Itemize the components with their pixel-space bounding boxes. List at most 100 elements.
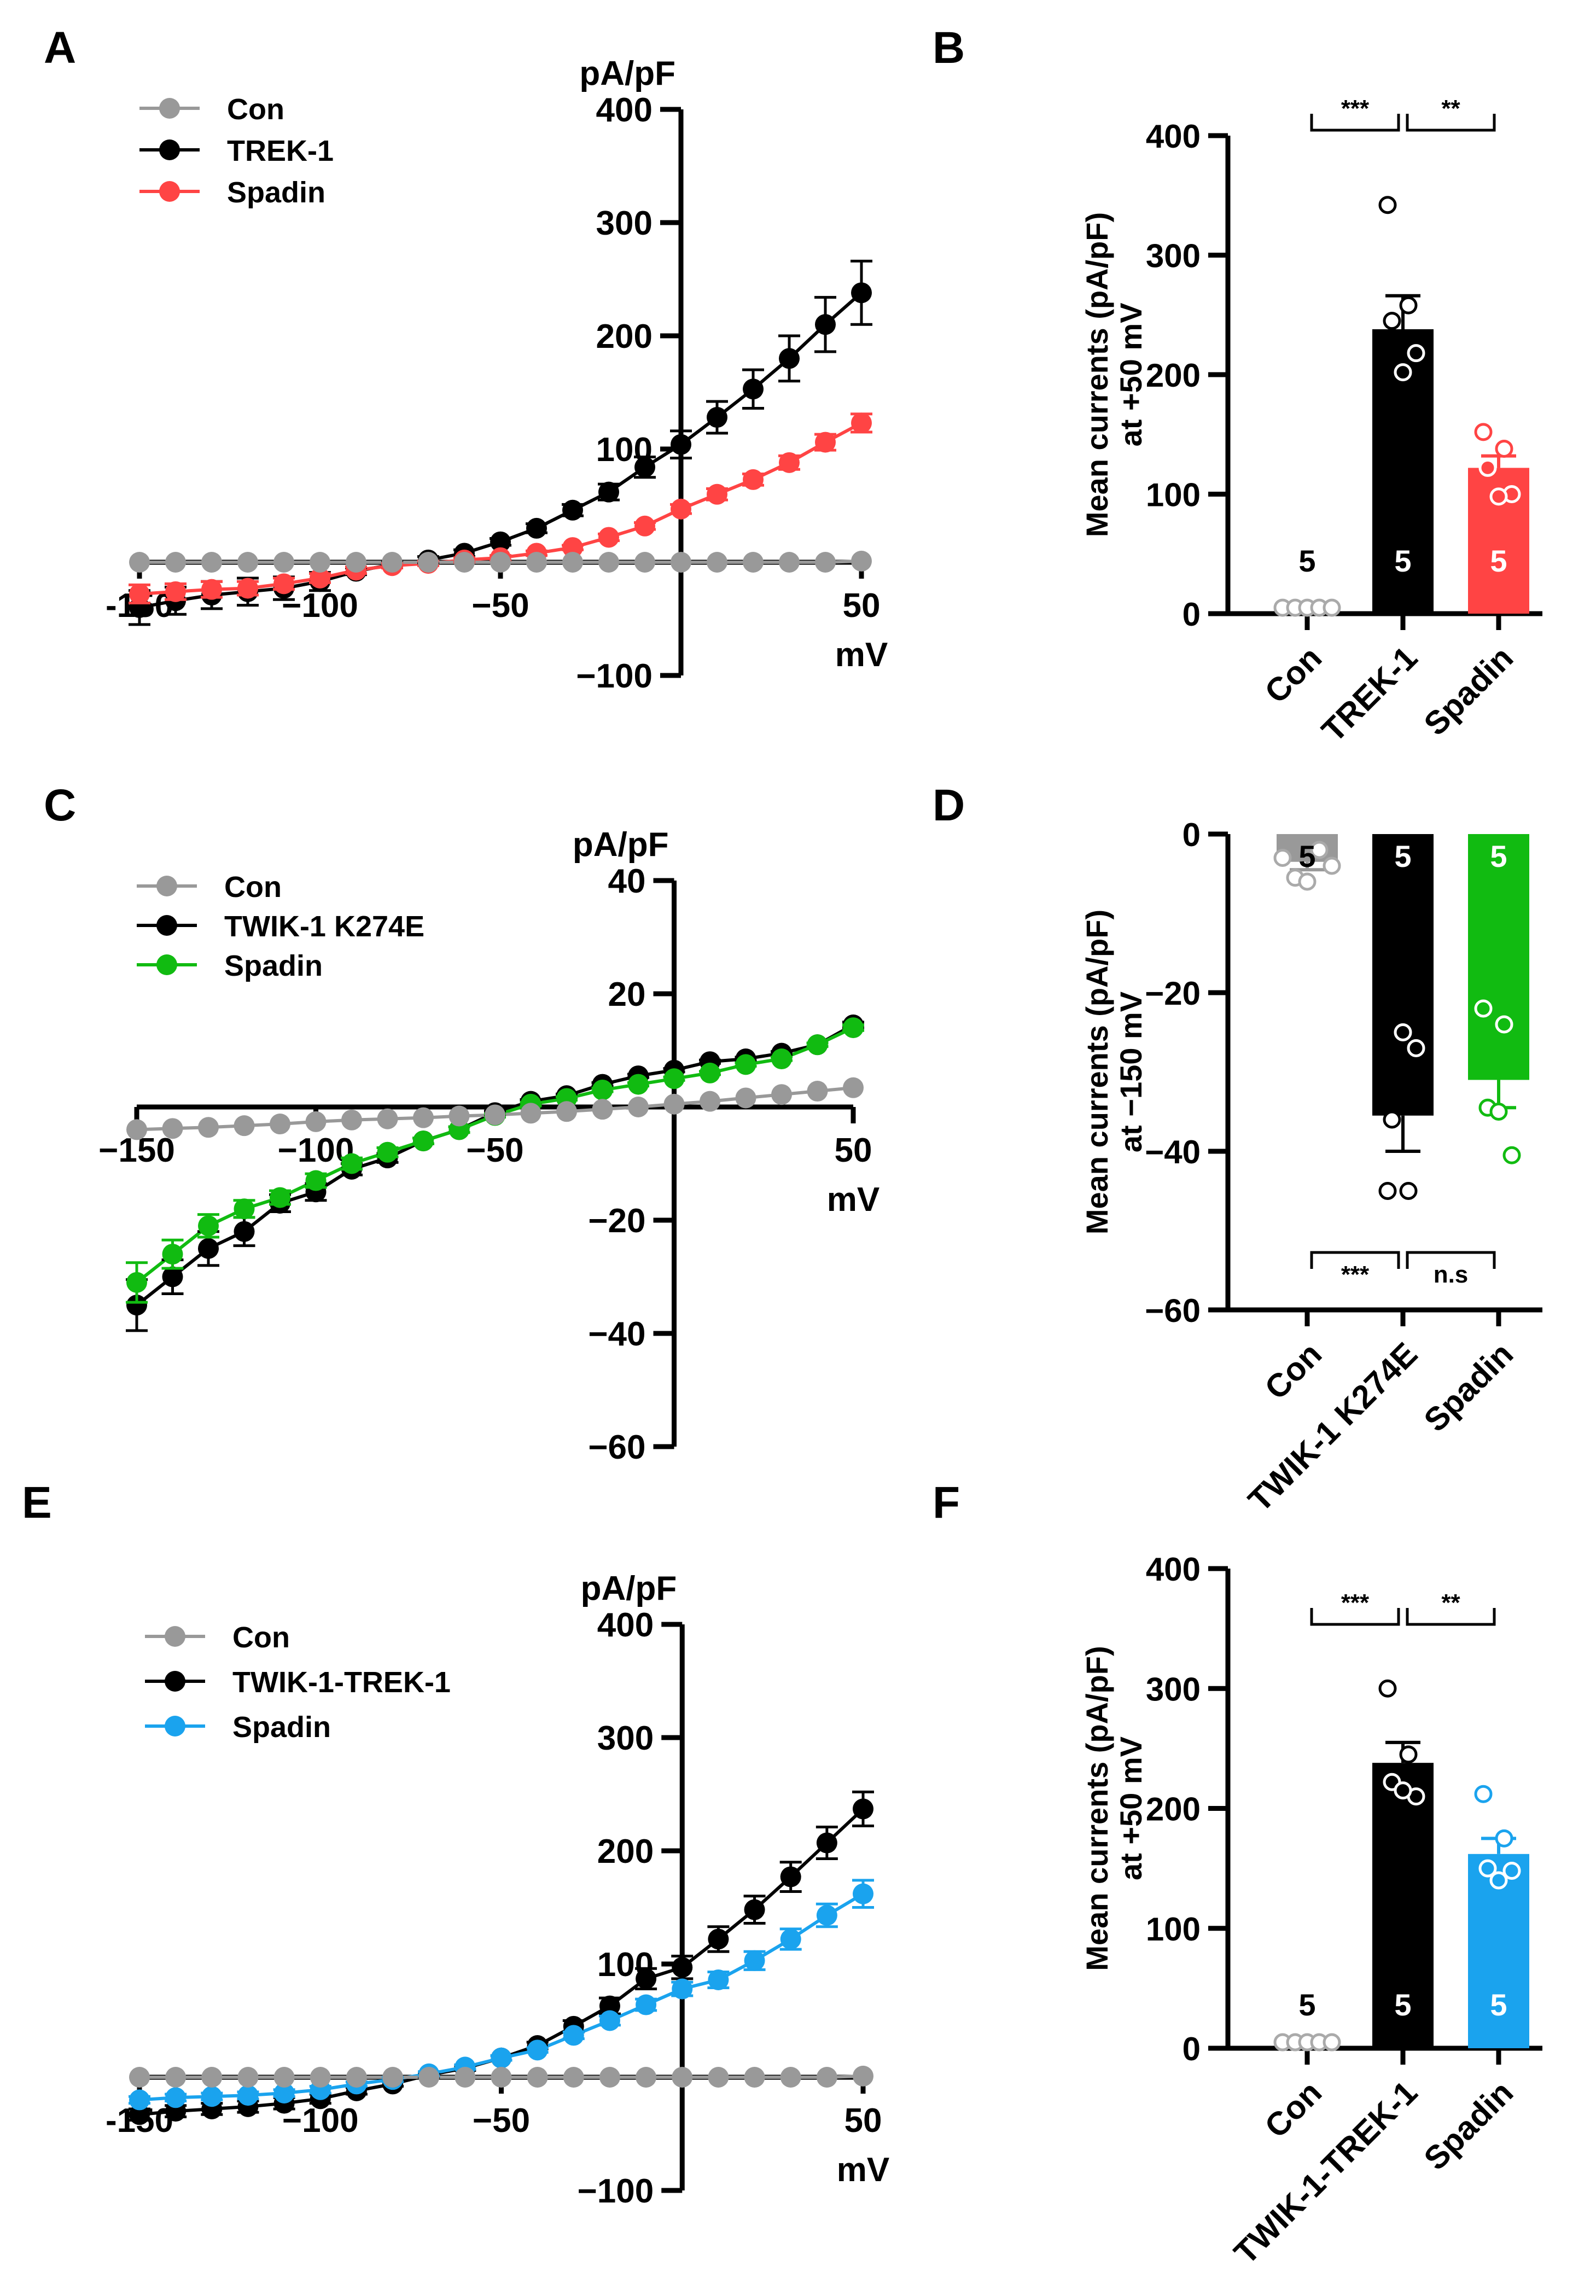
- data-point: [700, 1062, 720, 1083]
- data-point: [201, 579, 222, 600]
- data-point: [234, 1221, 255, 1242]
- data-point: [1495, 1015, 1513, 1034]
- data-point: [1407, 1039, 1425, 1057]
- data-point: [526, 552, 547, 573]
- data-point: [341, 1153, 362, 1174]
- y-tick-label: 20: [608, 976, 646, 1013]
- data-point: [1298, 872, 1317, 891]
- data-point: [1502, 1862, 1521, 1880]
- data-point: [1323, 856, 1341, 875]
- legend-marker: [159, 181, 180, 202]
- data-point: [780, 1866, 801, 1887]
- data-point: [599, 1995, 620, 2017]
- data-point: [305, 1111, 327, 1132]
- data-point: [780, 1928, 801, 1950]
- category-label: TREK-1: [1315, 639, 1425, 749]
- data-point: [1489, 1103, 1508, 1121]
- legend-marker: [156, 954, 177, 975]
- category-label: Con: [1257, 2074, 1329, 2145]
- legend-label: Con: [232, 1621, 290, 1654]
- data-point: [1378, 196, 1397, 214]
- data-point: [707, 483, 727, 505]
- data-point: [455, 2067, 476, 2088]
- data-point: [165, 2067, 187, 2088]
- panel-label-b: B: [933, 23, 965, 73]
- data-point: [310, 2067, 331, 2088]
- data-point: [273, 552, 294, 573]
- x-tick-label: 50: [844, 2102, 882, 2140]
- data-point: [744, 1950, 765, 1971]
- y-axis-label: Mean currents (pA/pF): [1080, 910, 1114, 1234]
- data-point: [165, 552, 186, 573]
- n-label: 5: [1394, 839, 1411, 873]
- data-point: [485, 1104, 505, 1126]
- data-point: [634, 552, 655, 573]
- data-point: [490, 552, 511, 573]
- legend-marker: [159, 139, 180, 160]
- n-label: 5: [1490, 1988, 1507, 2022]
- y-tick-label: 400: [1146, 1551, 1201, 1588]
- y-axis-label: pA/pF: [579, 55, 675, 92]
- data-point: [126, 1119, 147, 1140]
- data-point: [413, 1107, 434, 1128]
- panel-label-e: E: [22, 1478, 52, 1528]
- category-label: TWIK-1 K274E: [1241, 1336, 1424, 1519]
- panel-D: D 0 −20 −40 −60 Mean currents (pA/pF) at −150…: [933, 780, 1542, 1519]
- data-point: [1394, 363, 1412, 382]
- data-point: [1310, 841, 1329, 859]
- significance-bracket: [1406, 114, 1496, 132]
- data-point: [663, 1093, 685, 1115]
- y-tick-label: 300: [597, 1720, 654, 1757]
- data-point: [273, 2067, 295, 2088]
- panel-E: E 400300200100−100-150−100−5050pA/pFmVCo…: [22, 1478, 889, 2210]
- data-point: [816, 1832, 837, 1854]
- category-label: Spadin: [1417, 2074, 1520, 2177]
- legend-marker: [156, 876, 177, 896]
- data-point: [198, 1117, 219, 1138]
- y-axis-sublabel: at +50 mV: [1114, 1736, 1148, 1880]
- data-point: [843, 1077, 864, 1098]
- data-point: [771, 1084, 792, 1105]
- data-point: [1474, 1785, 1493, 1803]
- y-tick-label: −60: [588, 1429, 645, 1466]
- panel-A: A 400300200100−100-150−100−5050pA/pFmVCo…: [44, 23, 888, 695]
- data-point: [1383, 1110, 1401, 1129]
- data-point: [815, 432, 836, 453]
- data-point: [853, 1883, 873, 1904]
- n-label: 5: [1298, 1988, 1315, 2022]
- data-point: [598, 481, 619, 503]
- data-point: [672, 1978, 693, 2000]
- data-point: [1394, 1023, 1412, 1041]
- data-point: [382, 2067, 404, 2088]
- data-point: [201, 2067, 223, 2088]
- panel-label-a: A: [44, 23, 76, 73]
- data-point: [377, 1108, 398, 1129]
- data-point: [382, 552, 403, 573]
- y-axis-sublabel: at −150 mV: [1114, 992, 1148, 1152]
- bar: [1372, 1763, 1434, 2048]
- data-point: [270, 1187, 290, 1208]
- data-point: [418, 552, 439, 573]
- legend-label: Spadin: [232, 1711, 331, 1744]
- data-point: [671, 434, 691, 455]
- y-tick-label: −20: [1145, 975, 1201, 1012]
- panel-label-c: C: [44, 780, 76, 830]
- legend-label: Spadin: [227, 176, 325, 209]
- data-point: [1407, 344, 1425, 363]
- data-point: [598, 527, 619, 548]
- data-point: [346, 552, 366, 573]
- data-point: [744, 1899, 765, 1920]
- data-point: [628, 1097, 649, 1117]
- significance-label: ***: [1341, 1261, 1370, 1288]
- data-point: [779, 552, 800, 573]
- data-point: [671, 498, 691, 520]
- data-point: [273, 573, 294, 595]
- y-tick-label: 0: [1183, 817, 1201, 853]
- data-point: [129, 2104, 150, 2125]
- legend-label: TREK-1: [227, 135, 334, 167]
- data-point: [708, 2067, 729, 2088]
- y-tick-label: −100: [576, 657, 653, 695]
- data-point: [1378, 1182, 1397, 1200]
- y-axis-label: pA/pF: [581, 1570, 677, 1607]
- data-point: [562, 499, 583, 521]
